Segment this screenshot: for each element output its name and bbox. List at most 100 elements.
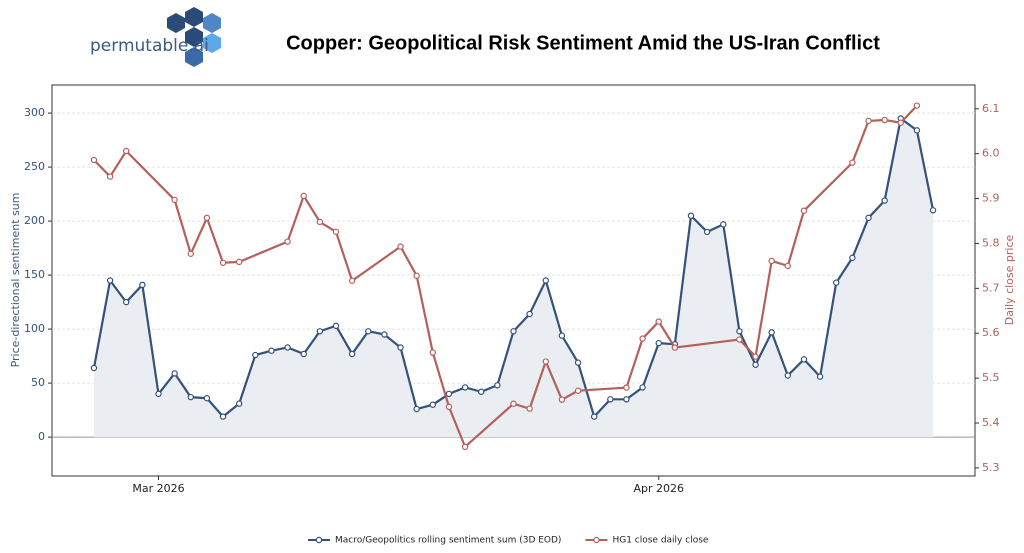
point	[445, 390, 453, 398]
point	[413, 405, 420, 413]
point	[639, 384, 646, 391]
y2-tick-label: 6.0	[982, 147, 1000, 160]
point	[478, 388, 485, 395]
point	[752, 361, 759, 368]
point	[461, 384, 469, 391]
y2-tick-label: 5.8	[982, 236, 1000, 249]
y2-axis-label: Daily close price	[1003, 235, 1016, 326]
x-tick-label: Apr 2026	[633, 482, 684, 495]
legend-marker	[315, 536, 323, 544]
y2-tick-label: 5.3	[982, 461, 1000, 474]
point	[123, 147, 130, 155]
point	[332, 228, 340, 235]
y-tick-label: 300	[24, 106, 45, 119]
point	[365, 328, 372, 335]
point	[284, 344, 291, 351]
point	[90, 156, 98, 164]
point	[348, 350, 356, 358]
point	[381, 331, 388, 338]
logo-text: permutable.ai	[90, 36, 209, 56]
point	[429, 349, 437, 356]
point	[590, 413, 598, 420]
point	[123, 298, 130, 306]
point	[655, 318, 662, 325]
point	[106, 173, 114, 180]
point	[219, 413, 227, 420]
legend-label: Macro/Geopolitics rolling sentiment sum …	[335, 536, 561, 546]
point	[219, 259, 227, 266]
point	[736, 328, 743, 335]
point	[687, 212, 695, 219]
y-tick-label: 200	[24, 214, 45, 227]
y-tick-label: 0	[38, 430, 45, 443]
point	[413, 272, 420, 279]
point	[833, 279, 840, 286]
point	[574, 359, 582, 366]
point	[865, 214, 872, 222]
point	[768, 257, 775, 265]
point	[800, 356, 808, 363]
point	[881, 116, 888, 124]
legend-label: HG1 close daily close	[612, 536, 708, 546]
point	[139, 281, 146, 289]
point	[300, 192, 307, 200]
point	[203, 214, 211, 222]
logo-mark	[167, 7, 221, 67]
point	[623, 396, 630, 403]
point	[510, 328, 517, 335]
point	[332, 322, 340, 330]
point	[316, 328, 324, 335]
point	[655, 339, 662, 347]
legend-marker	[593, 536, 600, 544]
point	[171, 196, 178, 204]
point	[752, 353, 759, 360]
point	[849, 159, 856, 166]
y2-tick-label: 5.7	[982, 281, 1000, 294]
point	[397, 344, 404, 351]
point	[203, 395, 211, 402]
point	[784, 262, 792, 270]
point	[268, 347, 275, 354]
y-axis-label: Price-directional sentiment sum	[9, 193, 22, 368]
point	[526, 310, 533, 318]
point	[913, 127, 921, 134]
point	[300, 350, 307, 358]
point	[768, 329, 775, 336]
point	[252, 351, 259, 359]
point	[171, 370, 178, 377]
point	[284, 238, 291, 245]
point	[800, 207, 808, 214]
point	[736, 336, 743, 343]
point	[703, 228, 711, 236]
point	[155, 390, 162, 398]
plot-frame	[51, 84, 976, 477]
y2-tick-label: 6.1	[982, 102, 1000, 115]
point	[494, 382, 501, 389]
point	[607, 396, 614, 403]
y-tick-label: 100	[24, 322, 45, 335]
point	[897, 119, 904, 126]
point	[445, 403, 453, 411]
y2-tick-label: 5.9	[982, 192, 1000, 205]
point	[720, 221, 727, 228]
point	[623, 384, 630, 391]
point	[526, 405, 533, 412]
point	[784, 372, 792, 379]
point	[90, 364, 98, 372]
point	[187, 393, 194, 401]
y-tick-label: 250	[24, 160, 45, 173]
area	[93, 118, 934, 438]
point	[929, 207, 937, 214]
point	[316, 218, 324, 226]
y-tick-label: 50	[31, 376, 45, 389]
x-tick-label: Mar 2026	[132, 482, 184, 495]
y2-tick-label: 5.6	[982, 326, 1000, 339]
point	[671, 344, 679, 351]
point	[461, 443, 469, 451]
point	[816, 373, 824, 380]
point	[558, 396, 566, 403]
y2-tick-label: 5.4	[982, 416, 1000, 429]
point	[558, 332, 566, 339]
point	[913, 102, 921, 109]
